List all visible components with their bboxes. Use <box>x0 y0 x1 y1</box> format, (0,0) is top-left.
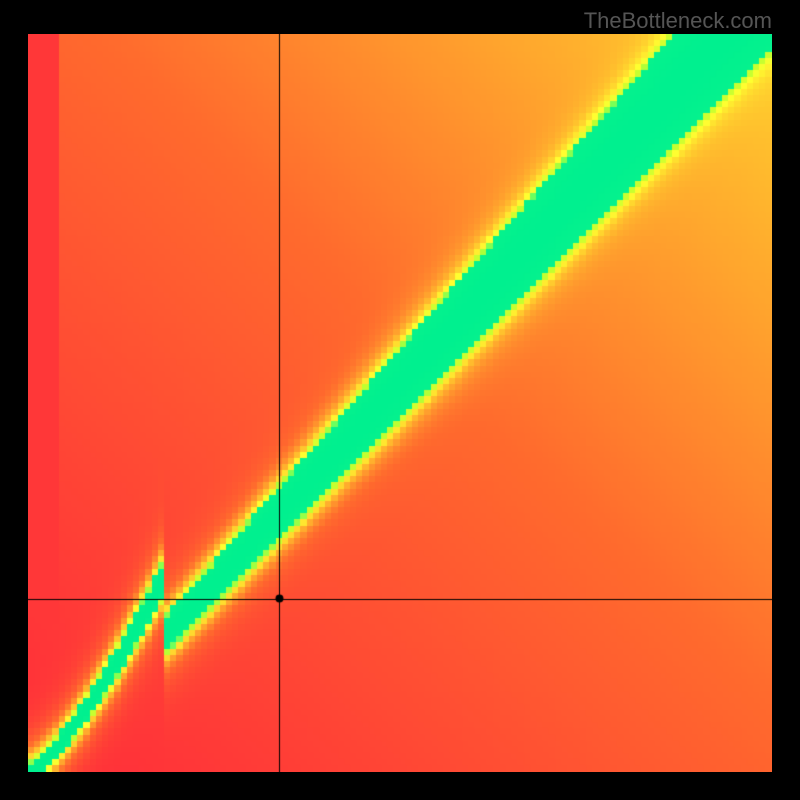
bottleneck-heatmap <box>28 34 772 772</box>
watermark-text: TheBottleneck.com <box>584 8 772 34</box>
